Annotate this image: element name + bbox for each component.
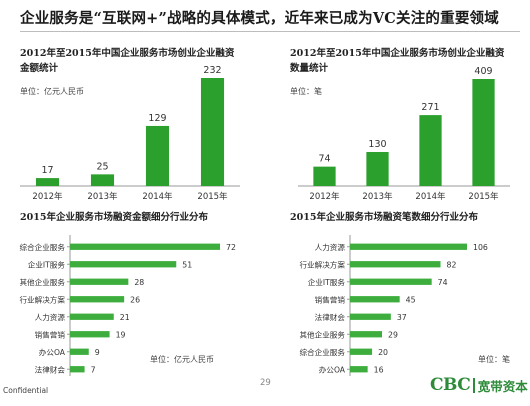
data-label: 74 bbox=[438, 278, 448, 287]
x-tick-label: 2013年 bbox=[87, 191, 118, 202]
y-tick-label: 综合企业服务 bbox=[299, 347, 345, 357]
data-label: 129 bbox=[148, 113, 166, 124]
unit-label-amount-by-segment: 单位：亿元人民币 bbox=[150, 355, 214, 364]
y-tick-label: 企业IT服务 bbox=[308, 277, 346, 287]
bar-amount-by-segment bbox=[70, 243, 220, 250]
data-label: 16 bbox=[374, 365, 384, 374]
bar-deals-by-segment bbox=[350, 366, 368, 373]
y-tick-label: 销售营销 bbox=[35, 329, 66, 339]
y-tick-label: 销售营销 bbox=[315, 294, 346, 304]
data-label: 20 bbox=[378, 348, 388, 357]
x-tick-label: 2015年 bbox=[468, 191, 499, 202]
y-tick-label: 企业IT服务 bbox=[28, 259, 66, 269]
bar-deals-by-segment bbox=[350, 313, 391, 320]
x-tick-label: 2012年 bbox=[309, 191, 340, 202]
chart-title-amount-by-year: 2012年至2015年中国企业服务市场创业企业融资 金额统计 bbox=[20, 46, 260, 76]
bar-amount-by-segment bbox=[70, 278, 129, 285]
data-label: 409 bbox=[474, 66, 492, 77]
data-label: 45 bbox=[406, 295, 416, 304]
bar-deals-by-segment bbox=[350, 331, 383, 338]
data-label: 82 bbox=[447, 260, 457, 269]
bar-amount-by-segment bbox=[70, 348, 89, 355]
y-tick-label: 办公OA bbox=[39, 347, 66, 357]
x-tick-label: 2015年 bbox=[197, 191, 228, 202]
bar-deals-by-segment bbox=[350, 243, 467, 250]
x-tick-label: 2012年 bbox=[32, 191, 63, 202]
unit-label-deals-by-year: 单位：笔 bbox=[290, 87, 322, 96]
page-number: 29 bbox=[260, 378, 271, 388]
bar-amount-by-segment bbox=[70, 313, 114, 320]
data-label: 26 bbox=[130, 295, 140, 304]
bar-amount-by-year bbox=[200, 78, 225, 186]
logo-name: 宽带资本 bbox=[477, 378, 528, 394]
data-label: 37 bbox=[397, 313, 407, 322]
y-tick-label: 法律财会 bbox=[315, 312, 346, 322]
bar-deals-by-segment bbox=[350, 278, 432, 285]
chart-title-amount-by-segment: 2015年企业服务市场融资金额细分行业分布 bbox=[20, 212, 208, 223]
data-label: 19 bbox=[116, 330, 126, 339]
title-divider bbox=[20, 31, 520, 32]
x-tick-label: 2014年 bbox=[142, 191, 173, 202]
y-tick-label: 行业解决方案 bbox=[299, 259, 345, 269]
data-label: 17 bbox=[41, 165, 53, 176]
data-label: 25 bbox=[96, 161, 108, 172]
chart-title-deals-by-year: 2012年至2015年中国企业服务市场创业企业融资 数量统计 bbox=[290, 46, 525, 76]
data-label: 130 bbox=[368, 139, 386, 150]
data-label: 271 bbox=[421, 102, 439, 113]
data-label: 21 bbox=[120, 313, 130, 322]
chart-title-line: 2012年至2015年中国企业服务市场创业企业融资 bbox=[20, 48, 235, 59]
data-label: 9 bbox=[95, 348, 100, 357]
bar-amount-by-segment bbox=[70, 331, 110, 338]
company-logo: CBC 宽带资本 bbox=[430, 375, 528, 395]
bar-amount-by-year bbox=[90, 174, 115, 186]
data-label: 106 bbox=[473, 243, 488, 252]
confidential-label: Confidential bbox=[3, 386, 49, 395]
data-label: 28 bbox=[134, 278, 144, 287]
chart-title-line: 2012年至2015年中国企业服务市场创业企业融资 bbox=[290, 48, 505, 59]
chart-title-line: 金额统计 bbox=[20, 63, 59, 74]
bar-amount-by-segment bbox=[70, 296, 125, 303]
data-label: 74 bbox=[318, 154, 330, 165]
chart-title-deals-by-segment: 2015年企业服务市场融资笔数细分行业分布 bbox=[290, 212, 478, 223]
logo-mark: CBC bbox=[430, 375, 471, 395]
bar-amount-by-segment bbox=[70, 366, 85, 373]
bar-deals-by-year bbox=[472, 79, 495, 186]
data-label: 51 bbox=[182, 260, 192, 269]
bar-deals-by-segment bbox=[350, 348, 373, 355]
y-tick-label: 综合企业服务 bbox=[19, 242, 65, 252]
data-label: 72 bbox=[226, 243, 236, 252]
y-tick-label: 办公OA bbox=[319, 364, 346, 374]
x-tick-label: 2014年 bbox=[415, 191, 446, 202]
bar-deals-by-segment bbox=[350, 261, 441, 268]
bar-amount-by-year bbox=[35, 178, 60, 186]
chart-title-line: 数量统计 bbox=[290, 63, 329, 74]
bar-deals-by-year bbox=[419, 115, 442, 186]
y-tick-label: 行业解决方案 bbox=[19, 294, 65, 304]
unit-label-deals-by-segment: 单位：笔 bbox=[478, 355, 510, 364]
y-tick-label: 法律财会 bbox=[35, 364, 66, 374]
x-tick-label: 2013年 bbox=[362, 191, 393, 202]
data-label: 232 bbox=[203, 65, 221, 76]
logo-divider bbox=[473, 377, 475, 393]
bar-deals-by-segment bbox=[350, 296, 400, 303]
bar-deals-by-year bbox=[366, 151, 389, 186]
y-tick-label: 其他企业服务 bbox=[19, 277, 65, 287]
bar-amount-by-segment bbox=[70, 261, 177, 268]
y-tick-label: 人力资源 bbox=[35, 312, 66, 322]
unit-label-amount-by-year: 单位：亿元人民币 bbox=[20, 87, 84, 96]
bar-amount-by-year bbox=[145, 125, 170, 186]
data-label: 29 bbox=[388, 330, 398, 339]
bar-deals-by-year bbox=[313, 166, 336, 186]
slide-title: 企业服务是“互联网+”战略的具体模式，近年来已成为VC关注的重要领域 bbox=[20, 10, 499, 27]
y-tick-label: 其他企业服务 bbox=[299, 329, 345, 339]
data-label: 7 bbox=[91, 365, 96, 374]
y-tick-label: 人力资源 bbox=[315, 242, 346, 252]
